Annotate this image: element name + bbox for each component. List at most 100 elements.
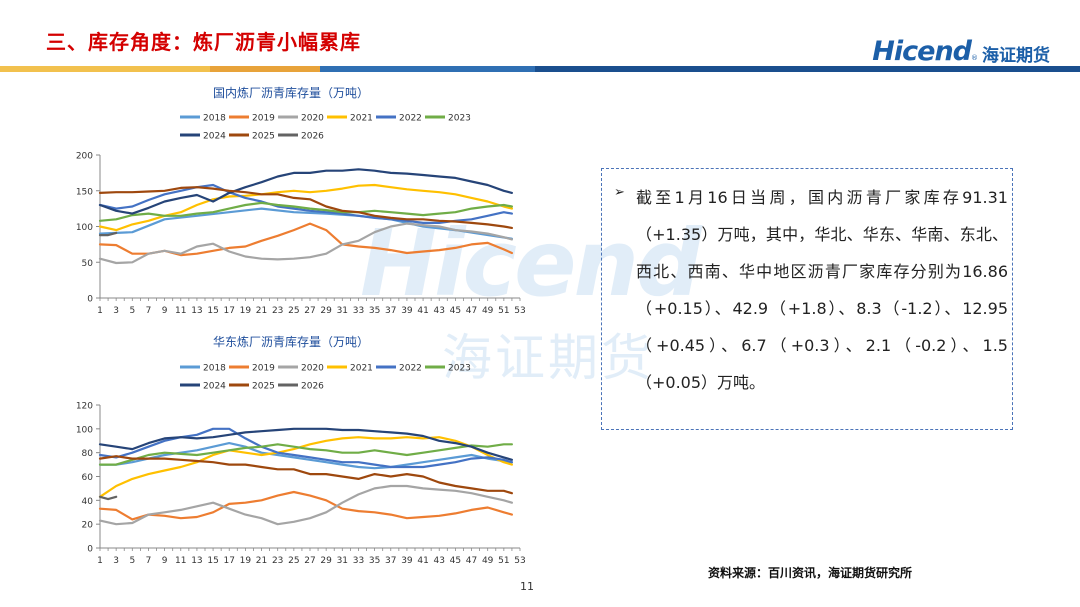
chart-2-series-line-2019: [98, 490, 513, 521]
chart-2-xtick-label-35: 35: [369, 556, 380, 566]
chart-2-xtick-label-19: 19: [240, 556, 252, 566]
band-segment-2: [210, 66, 320, 72]
chart-1-ytick-label-0: 0: [87, 295, 93, 305]
chart-2-xtick-label-3: 3: [113, 556, 119, 566]
chart-1-xtick-label-35: 35: [369, 306, 380, 316]
chart-1-xtick-label-31: 31: [337, 306, 348, 316]
chart-2-legend-label-2023: 2023: [448, 364, 471, 374]
chart-2-xtick-label-7: 7: [146, 556, 152, 566]
chart-1-xtick-label-51: 51: [498, 306, 509, 316]
chart-1-legend: 2018 2019 2020 2021 2022 2023 2024 2025 2026: [180, 114, 471, 142]
chart-east-china-inventory: 2018 2019 2020 2021 2022 2023 2024 2025 2026 0 20 4…: [76, 364, 526, 567]
chart-1-legend-label-2023: 2023: [448, 114, 471, 124]
chart-1-xtick-label-5: 5: [129, 306, 135, 316]
chart-2-xtick-label-15: 15: [207, 556, 218, 566]
chart-1-xtick-label-25: 25: [288, 306, 299, 316]
chart-1-xtick-label-15: 15: [207, 306, 218, 316]
chart-2-legend-label-2018: 2018: [203, 364, 226, 374]
band-segment-1: [0, 66, 210, 72]
chart-2-xtick-label-9: 9: [162, 556, 168, 566]
chart-2-xtick-label-45: 45: [450, 556, 461, 566]
chart-1-xtick-label-37: 37: [385, 306, 396, 316]
chart-1-xtick-label-53: 53: [514, 306, 525, 316]
chart-2-legend-label-2024: 2024: [203, 382, 226, 392]
chart-2-series-line-2025: [98, 455, 513, 495]
brand-logo: Hicend ® 海证期货: [872, 34, 1050, 68]
chart-2-xtick-label-47: 47: [466, 556, 477, 566]
chart-2-ytick-label-120: 120: [76, 402, 93, 412]
chart-1-xtick-label-29: 29: [320, 306, 332, 316]
chart-1-series-line-2024: [98, 168, 513, 215]
bullet-arrow-icon: ➢: [614, 185, 625, 200]
chart-1-xtick-label-9: 9: [162, 306, 168, 316]
chart-2-xtick-label-11: 11: [175, 556, 186, 566]
chart-2-title: 华东炼厂沥青库存量（万吨）: [213, 335, 370, 349]
chart-2-series-line-2024: [98, 427, 513, 461]
chart-2-xtick-label-23: 23: [272, 556, 283, 566]
chart-2-xtick-label-39: 39: [401, 556, 413, 566]
chart-2-legend-label-2021: 2021: [350, 364, 373, 374]
chart-1-xtick-label-39: 39: [401, 306, 413, 316]
chart-2-ytick-label-40: 40: [82, 497, 94, 507]
summary-textbox: ➢ 截至1月16日当周，国内沥青厂家库存91.31（+1.35）万吨，其中，华北…: [601, 168, 1013, 430]
chart-1-xtick-label-33: 33: [353, 306, 364, 316]
chart-2-series-line-2020: [98, 484, 513, 526]
chart-2-xtick-label-25: 25: [288, 556, 299, 566]
chart-1-xtick-label-17: 17: [224, 306, 235, 316]
chart-2-legend-label-2025: 2025: [252, 382, 275, 392]
logo-registered-mark: ®: [971, 54, 978, 62]
chart-1-xtick-label-23: 23: [272, 306, 283, 316]
band-segment-4: [535, 66, 1080, 72]
chart-1-ytick-label-150: 150: [76, 187, 93, 197]
chart-1-series-line-2026: [98, 231, 118, 237]
chart-1-xtick-label-27: 27: [304, 306, 315, 316]
chart-1-xtick-label-43: 43: [434, 306, 445, 316]
chart-1-xtick-label-1: 1: [97, 306, 103, 316]
chart-1-ytick-label-100: 100: [76, 223, 93, 233]
chart-2-ytick-label-60: 60: [82, 473, 94, 483]
chart-1-title: 国内炼厂沥青库存量（万吨）: [213, 86, 370, 100]
chart-2-legend-label-2019: 2019: [252, 364, 275, 374]
chart-2-series-line-2026: [98, 495, 118, 501]
chart-2-xtick-label-51: 51: [498, 556, 509, 566]
chart-1-ytick-label-200: 200: [76, 152, 93, 162]
logo-text-cn: 海证期货: [982, 45, 1050, 66]
header-color-band: [0, 66, 1080, 72]
chart-1-legend-label-2019: 2019: [252, 114, 275, 124]
chart-2-series-line-2022: [98, 427, 513, 469]
chart-1-legend-label-2021: 2021: [350, 114, 373, 124]
chart-2-legend-label-2020: 2020: [301, 364, 324, 374]
chart-2-xtick-label-43: 43: [434, 556, 445, 566]
chart-2-series-line-2018: [98, 441, 513, 470]
data-source: 资料来源：百川资讯，海证期货研究所: [708, 566, 913, 580]
chart-2-ytick-label-100: 100: [76, 425, 93, 435]
chart-1-xtick-label-49: 49: [482, 306, 494, 316]
chart-1-legend-label-2024: 2024: [203, 132, 226, 142]
chart-2-series-line-2021: [98, 436, 513, 498]
chart-1-series-line-2025: [98, 186, 513, 230]
chart-2-xtick-label-49: 49: [482, 556, 494, 566]
page-number: 11: [520, 580, 534, 593]
chart-1-xtick-label-3: 3: [113, 306, 119, 316]
chart-1-series-line-2020: [98, 222, 513, 265]
chart-2-xtick-label-13: 13: [191, 556, 202, 566]
chart-2-xtick-label-53: 53: [514, 556, 525, 566]
chart-1-legend-label-2020: 2020: [301, 114, 324, 124]
chart-national-inventory: 2018 2019 2020 2021 2022 2023 2024 2025 2026 0 50 1…: [76, 114, 526, 317]
chart-2-xtick-label-41: 41: [417, 556, 428, 566]
chart-1-ytick-label-50: 50: [82, 259, 94, 269]
chart-2-legend-label-2026: 2026: [301, 382, 324, 392]
chart-1-legend-label-2018: 2018: [203, 114, 226, 124]
chart-2-xtick-label-27: 27: [304, 556, 315, 566]
chart-1-legend-label-2022: 2022: [399, 114, 422, 124]
chart-2-xtick-label-21: 21: [256, 556, 267, 566]
chart-2-ytick-label-80: 80: [82, 449, 94, 459]
chart-2-ytick-label-20: 20: [82, 521, 94, 531]
chart-2-ytick-label-0: 0: [87, 545, 93, 555]
page-title: 三、库存角度：炼厂沥青小幅累库: [46, 30, 361, 54]
chart-1-xtick-label-13: 13: [191, 306, 202, 316]
chart-2-xtick-label-17: 17: [224, 556, 235, 566]
chart-2-xtick-label-5: 5: [129, 556, 135, 566]
summary-text: 截至1月16日当周，国内沥青厂家库存91.31（+1.35）万吨，其中，华北、华…: [636, 188, 1008, 392]
chart-1-legend-label-2026: 2026: [301, 132, 324, 142]
